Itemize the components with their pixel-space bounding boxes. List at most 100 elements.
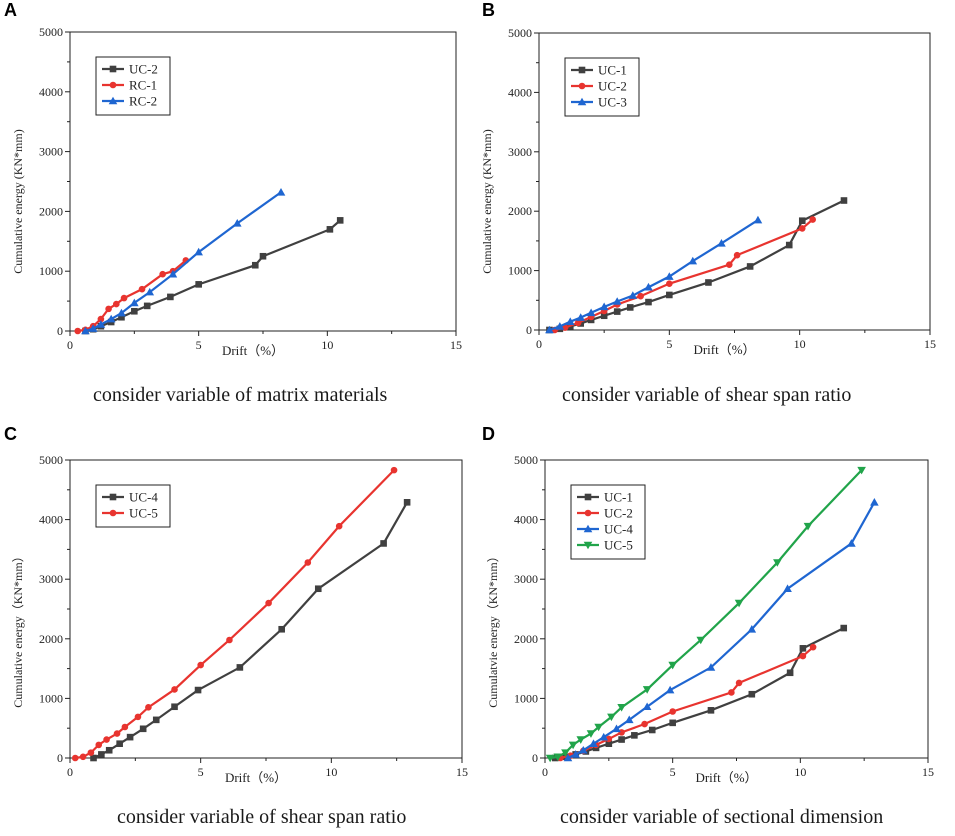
data-point — [561, 749, 570, 757]
data-point — [194, 686, 202, 694]
y-tick-label: 4000 — [39, 85, 63, 99]
data-point — [304, 559, 312, 566]
y-tick-label: 3000 — [39, 572, 63, 586]
data-point — [733, 251, 741, 259]
data-point — [335, 522, 343, 530]
x-tick-label: 10 — [794, 765, 806, 779]
data-point — [576, 313, 586, 321]
data-point — [645, 298, 652, 306]
panel-letter: B — [482, 0, 495, 20]
panel-letter: D — [482, 424, 495, 444]
series-rc-2 — [81, 187, 286, 335]
legend-marker — [578, 66, 586, 74]
data-point — [665, 272, 674, 280]
series-uc-5 — [545, 466, 866, 763]
data-point — [799, 652, 807, 660]
data-point — [668, 661, 677, 670]
data-point — [799, 645, 807, 652]
data-point — [746, 263, 754, 270]
data-point — [259, 252, 267, 260]
data-point — [390, 466, 398, 474]
data-point — [607, 713, 616, 722]
data-point — [159, 270, 166, 278]
data-point — [798, 217, 806, 225]
data-point — [586, 308, 596, 317]
data-point — [88, 324, 98, 332]
legend-label: UC-2 — [129, 62, 158, 77]
y-tick-label: 4000 — [39, 513, 63, 527]
data-point — [612, 297, 622, 305]
x-tick-label: 10 — [794, 337, 806, 351]
data-point — [576, 736, 586, 744]
data-point — [314, 585, 322, 593]
series-uc-4 — [563, 498, 879, 762]
series-uc-4 — [90, 499, 411, 762]
data-point — [642, 702, 652, 711]
y-tick-label: 0 — [57, 324, 63, 338]
data-point — [644, 282, 653, 291]
chart-caption: consider variable of shear span ratio — [562, 384, 852, 406]
x-axis-label: Drift（%） — [222, 343, 284, 358]
data-point — [195, 281, 202, 288]
data-point — [87, 749, 95, 756]
data-point — [167, 293, 174, 301]
data-point — [120, 294, 128, 302]
data-point — [145, 287, 155, 296]
y-tick-label: 4000 — [514, 513, 538, 527]
data-point — [138, 285, 146, 293]
legend-marker — [108, 96, 118, 105]
data-point — [840, 197, 848, 204]
chart-a-plot: 0 5 10 15 0 1000 2000 3000 4000 5000 Drift（%） Cumul… — [11, 25, 462, 358]
data-point — [612, 724, 621, 733]
x-axis-label: Drift（%） — [695, 770, 757, 785]
legend-marker — [109, 65, 117, 73]
data-point — [617, 704, 626, 712]
data-point — [618, 736, 625, 743]
data-point — [803, 522, 813, 531]
legend-marker — [578, 82, 586, 90]
data-point — [648, 726, 656, 734]
chart-panel-c: C 0 5 10 15 0 1000 2000 3000 4000 5000 Drift（%） Cum… — [0, 418, 478, 836]
legend-marker — [577, 97, 587, 106]
data-point — [71, 754, 79, 762]
data-point — [669, 719, 676, 727]
data-point — [669, 708, 676, 715]
data-point — [236, 664, 244, 671]
chart-caption: consider variable of matrix materials — [93, 384, 388, 406]
data-point — [565, 317, 575, 325]
y-tick-label: 1000 — [508, 264, 532, 278]
data-point — [748, 690, 756, 698]
data-point — [574, 319, 582, 327]
data-point — [628, 291, 638, 299]
series-line — [75, 469, 395, 760]
data-point — [605, 735, 613, 743]
x-tick-label: 0 — [542, 765, 548, 779]
data-point — [735, 679, 743, 687]
x-tick-label: 5 — [198, 765, 204, 779]
series-line — [549, 469, 863, 760]
data-point — [168, 269, 178, 278]
data-point — [139, 725, 147, 733]
data-point — [555, 322, 565, 330]
data-point — [599, 732, 609, 741]
data-point — [707, 707, 715, 714]
legend-label: UC-2 — [604, 506, 633, 521]
x-tick-label: 10 — [325, 765, 337, 779]
data-point — [706, 663, 716, 671]
data-point — [785, 241, 793, 249]
data-point — [717, 238, 726, 247]
y-tick-label: 4000 — [508, 85, 532, 99]
data-point — [666, 291, 673, 299]
legend-label: RC-2 — [129, 94, 157, 109]
data-point — [98, 751, 105, 758]
y-tick-label: 3000 — [514, 572, 538, 586]
data-point — [251, 261, 259, 269]
chart-b-plot: 0 5 10 15 0 1000 2000 3000 4000 5000 Drift（%） Cumul… — [480, 26, 936, 357]
data-point — [589, 739, 598, 747]
y-tick-label: 2000 — [508, 204, 532, 218]
data-point — [665, 685, 675, 694]
data-point — [624, 715, 634, 724]
data-point — [696, 636, 706, 645]
x-tick-label: 0 — [67, 765, 73, 779]
data-point — [171, 686, 178, 693]
